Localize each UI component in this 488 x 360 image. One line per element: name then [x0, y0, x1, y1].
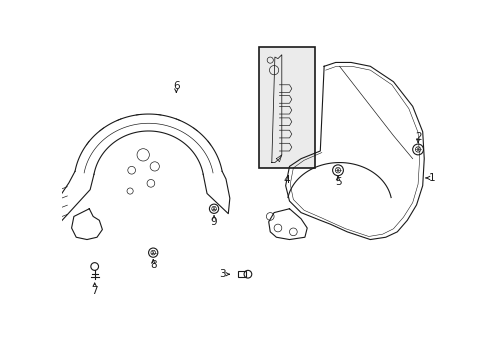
Bar [238, 271, 245, 277]
Text: 6: 6 [173, 81, 179, 91]
Bar [258, 47, 314, 168]
Text: 3: 3 [219, 269, 225, 279]
Text: 7: 7 [91, 286, 98, 296]
Text: 4: 4 [283, 175, 289, 185]
Text: 2: 2 [414, 132, 421, 142]
Text: 5: 5 [334, 177, 341, 187]
Text: 1: 1 [428, 173, 434, 183]
Text: 8: 8 [150, 260, 156, 270]
Text: 9: 9 [210, 217, 217, 227]
